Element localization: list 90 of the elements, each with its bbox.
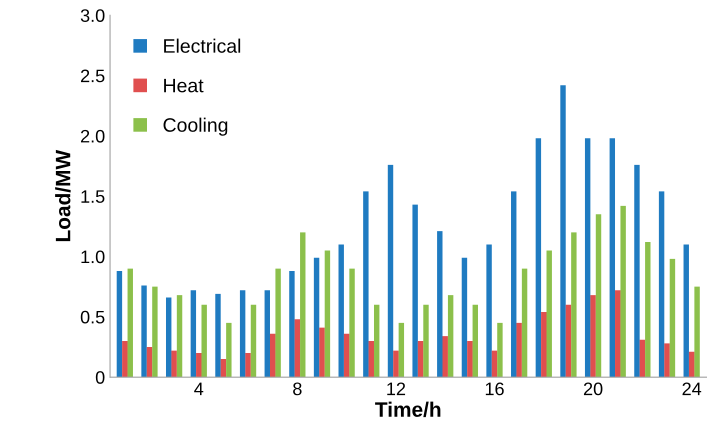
- bar: [423, 304, 429, 378]
- bar: [314, 258, 320, 378]
- bar: [418, 340, 424, 378]
- bar: [349, 268, 355, 378]
- bar: [128, 268, 133, 378]
- bar: [250, 304, 256, 378]
- bar: [166, 298, 172, 378]
- bar: [610, 138, 616, 378]
- legend-label: Cooling: [164, 118, 228, 136]
- bar: [264, 290, 270, 378]
- bar: [486, 244, 492, 378]
- y-tick-label: 2.0: [81, 130, 104, 143]
- bar: [220, 359, 226, 378]
- bar: [688, 352, 694, 378]
- bar: [146, 346, 152, 378]
- bar: [694, 286, 700, 378]
- bar: [152, 286, 158, 378]
- bar: [640, 340, 646, 378]
- bar: [492, 350, 498, 378]
- legend-label: Electrical: [164, 38, 240, 53]
- bar: [338, 244, 344, 378]
- y-tick-label: 3.0: [80, 9, 104, 22]
- bar: [516, 322, 522, 378]
- bar: [536, 138, 542, 378]
- bar: [240, 290, 246, 378]
- x-tick-label: 12: [387, 382, 406, 396]
- bar: [511, 191, 516, 378]
- bar: [319, 328, 325, 378]
- bar: [294, 319, 300, 378]
- bar: [190, 290, 196, 378]
- bar: [634, 164, 640, 378]
- bar: [226, 322, 232, 378]
- bar: [620, 206, 626, 378]
- legend-label: Heat: [164, 78, 204, 92]
- bar: [412, 204, 418, 378]
- bar: [398, 322, 404, 378]
- bar: [122, 340, 128, 378]
- bar: [571, 232, 577, 378]
- bar: [141, 285, 147, 378]
- bar: [275, 268, 281, 378]
- bar: [645, 242, 651, 378]
- x-tick-label: 24: [682, 382, 702, 396]
- bar: [393, 350, 399, 378]
- bar: [324, 250, 330, 378]
- y-tick-label: 0: [96, 371, 104, 384]
- bar: [615, 290, 620, 378]
- bar: [171, 350, 177, 378]
- bar: [560, 85, 566, 378]
- bar: [344, 334, 350, 378]
- bar: [289, 270, 295, 378]
- bar: [522, 268, 528, 378]
- x-axis-title: Time/h: [375, 402, 440, 418]
- bar: [374, 304, 380, 378]
- bar: [437, 231, 443, 378]
- bar: [546, 250, 552, 378]
- bar: [368, 340, 374, 378]
- bar: [270, 334, 276, 378]
- y-axis-title: Load/MW: [55, 150, 71, 242]
- bar: [566, 304, 572, 378]
- bar: [497, 322, 503, 378]
- bar: [472, 304, 478, 378]
- bar: [664, 343, 670, 378]
- bar: [116, 270, 122, 378]
- bar: [442, 336, 448, 378]
- bar: [541, 312, 547, 378]
- bar: [215, 294, 221, 378]
- bar: [388, 164, 394, 378]
- bar: [300, 232, 306, 378]
- bar: [462, 258, 468, 378]
- y-tick-label: 1.0: [81, 250, 104, 264]
- bar: [245, 353, 251, 378]
- bar: [590, 295, 596, 378]
- bar: [363, 191, 369, 378]
- bar: [448, 295, 454, 378]
- bar: [201, 304, 207, 378]
- bar: [176, 295, 182, 378]
- x-tick-label: 16: [486, 382, 504, 396]
- x-tick-label: 20: [584, 382, 602, 396]
- bar: [196, 353, 202, 378]
- x-tick-label: 8: [293, 382, 302, 396]
- y-tick-label: 1.5: [81, 190, 104, 203]
- y-tick-label: 2.5: [81, 70, 104, 82]
- bar: [596, 214, 602, 378]
- bar: [467, 340, 473, 378]
- bar: [684, 244, 689, 378]
- bar: [670, 258, 676, 378]
- x-tick-label: 4: [194, 382, 204, 396]
- bar: [658, 191, 664, 378]
- y-tick-label: 0.5: [80, 310, 104, 324]
- bar: [584, 138, 590, 378]
